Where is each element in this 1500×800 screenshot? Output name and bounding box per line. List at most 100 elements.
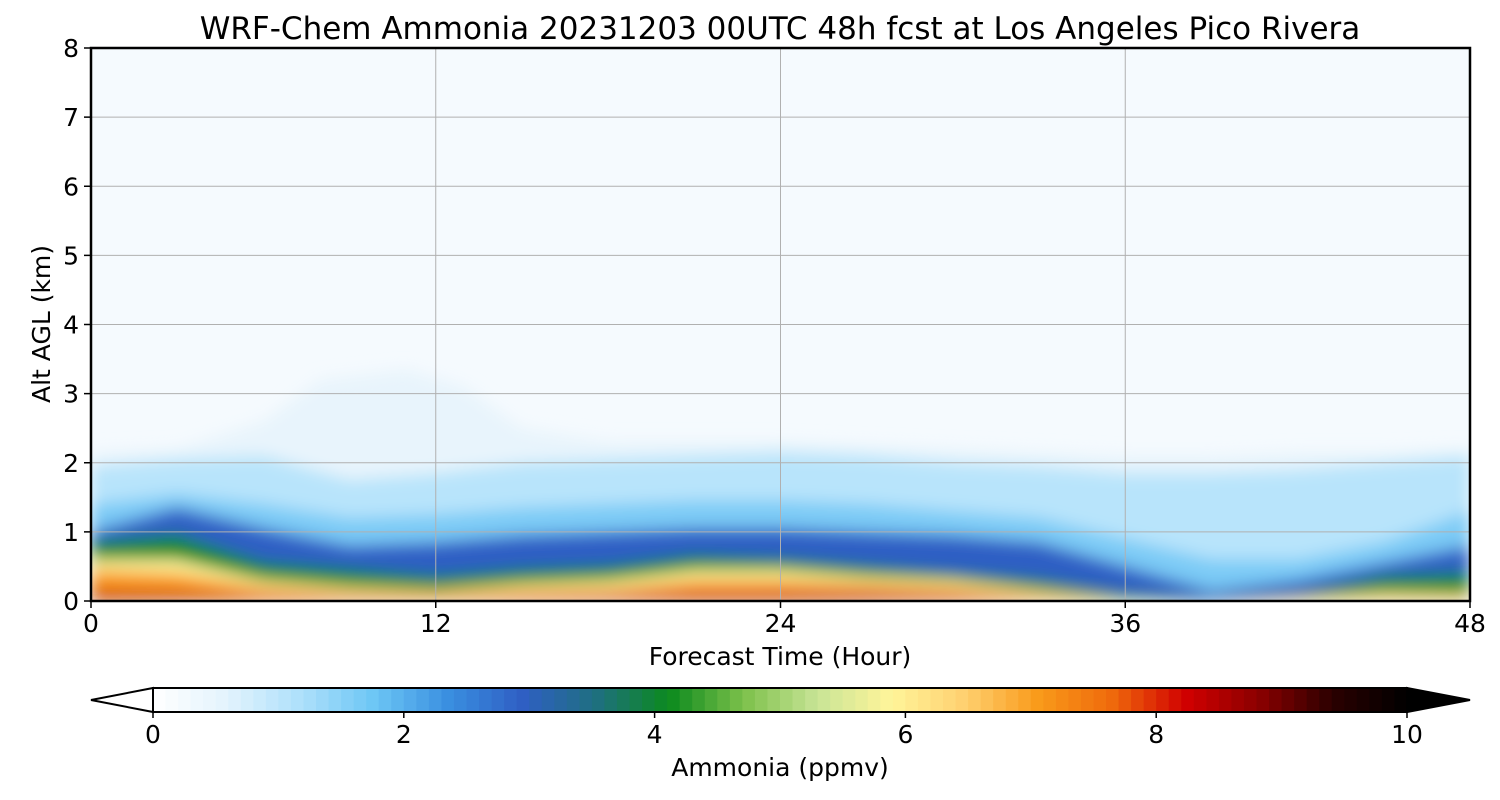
colorbar-swatch xyxy=(792,688,806,712)
colorbar-swatch xyxy=(604,688,618,712)
colorbar-extend-low xyxy=(90,686,154,714)
colorbar-swatch xyxy=(1143,688,1157,712)
colorbar-frame xyxy=(152,687,1408,713)
colorbar-swatch xyxy=(341,688,355,712)
colorbar-swatch xyxy=(1055,688,1070,712)
colorbar-tick-label: 6 xyxy=(897,720,913,749)
colorbar-swatch xyxy=(466,688,480,712)
colorbar-swatch xyxy=(667,688,681,712)
colorbar-swatch xyxy=(403,688,417,712)
colorbar-swatch xyxy=(780,688,794,712)
x-tick-label: 12 xyxy=(420,609,452,638)
colorbar-swatch xyxy=(642,688,656,712)
colorbar-label: Ammonia (ppmv) xyxy=(671,753,889,782)
colorbar-swatch xyxy=(654,688,668,712)
x-tick-label: 48 xyxy=(1454,609,1486,638)
colorbar-swatch xyxy=(1193,688,1207,712)
colorbar-swatch xyxy=(290,688,305,712)
colorbar-swatch xyxy=(1080,688,1095,712)
x-axis: 0 12 24 36 48 xyxy=(83,601,1486,638)
colorbar-swatch xyxy=(1156,688,1170,712)
x-tick-label: 0 xyxy=(83,609,99,638)
colorbar-swatch xyxy=(1269,688,1283,712)
colorbar-swatch xyxy=(917,688,932,712)
colorbar-swatch xyxy=(554,688,568,712)
colorbar-swatch xyxy=(190,688,204,712)
colorbar-swatch xyxy=(980,688,994,712)
colorbar-swatch xyxy=(692,688,706,712)
y-tick-label: 1 xyxy=(63,518,79,547)
colorbar-swatch xyxy=(1206,688,1220,712)
colorbar-swatch xyxy=(830,688,844,712)
colorbar-swatch xyxy=(591,688,606,712)
colorbar-swatch xyxy=(817,688,831,712)
colorbar-swatch xyxy=(1005,688,1019,712)
colorbar-swatch xyxy=(767,688,781,712)
colorbar-tick-label: 8 xyxy=(1148,720,1164,749)
y-tick-label: 7 xyxy=(63,103,79,132)
x-tick-label: 24 xyxy=(765,609,797,638)
colorbar-swatch xyxy=(165,688,179,712)
colorbar-swatch xyxy=(278,688,292,712)
colorbar-tick-label: 10 xyxy=(1391,720,1423,749)
x-axis-label: Forecast Time (Hour) xyxy=(649,642,912,671)
colorbar-swatch xyxy=(579,688,593,712)
colorbar-swatch xyxy=(1356,688,1370,712)
colorbar-swatch xyxy=(328,688,342,712)
colorbar-swatch xyxy=(504,688,518,712)
y-tick-label: 5 xyxy=(63,241,79,270)
colorbar-swatch xyxy=(616,688,631,712)
colorbar-swatch xyxy=(228,688,242,712)
colorbar-swatch xyxy=(1181,688,1195,712)
grid-lines xyxy=(91,48,1470,601)
colorbar-ticks: 0 2 4 6 8 10 xyxy=(145,712,1423,749)
colorbar-swatch xyxy=(265,688,279,712)
colorbar-swatch xyxy=(1106,688,1120,712)
colorbar-extend-high xyxy=(1406,686,1471,714)
colorbar-swatch xyxy=(316,688,330,712)
colorbar-swatch xyxy=(729,688,743,712)
colorbar-swatch xyxy=(1394,688,1408,712)
colorbar-swatch xyxy=(1131,688,1145,712)
y-tick-label: 8 xyxy=(63,34,79,63)
colorbar-swatch xyxy=(1344,688,1358,712)
colorbar-swatch xyxy=(842,688,856,712)
colorbar-swatch xyxy=(240,688,254,712)
colorbar-swatch xyxy=(1093,688,1107,712)
colorbar-swatch xyxy=(153,688,167,712)
colorbar-swatch xyxy=(943,688,957,712)
colorbar-swatch xyxy=(968,688,982,712)
colorbar-swatch xyxy=(178,688,192,712)
colorbar-swatches xyxy=(153,688,1408,712)
colorbar-tick-label: 0 xyxy=(145,720,161,749)
colorbar-swatch xyxy=(717,688,731,712)
colorbar-swatch xyxy=(416,688,430,712)
chart-title: WRF-Chem Ammonia 20231203 00UTC 48h fcst… xyxy=(200,11,1361,47)
colorbar-swatch xyxy=(1118,688,1132,712)
colorbar-swatch xyxy=(679,688,693,712)
colorbar-swatch xyxy=(541,688,555,712)
colorbar-swatch xyxy=(930,688,944,712)
colorbar-swatch xyxy=(1294,688,1308,712)
colorbar-swatch xyxy=(1256,688,1270,712)
colorbar-swatch xyxy=(303,688,317,712)
colorbar-swatch xyxy=(353,688,367,712)
colorbar-swatch xyxy=(1018,688,1032,712)
colorbar-swatch xyxy=(516,688,530,712)
colorbar-swatch xyxy=(491,688,505,712)
colorbar-swatch xyxy=(378,688,392,712)
y-tick-label: 3 xyxy=(63,380,79,409)
colorbar-swatch xyxy=(955,688,969,712)
y-axis-label: Alt AGL (km) xyxy=(27,245,56,403)
colorbar-swatch xyxy=(1218,688,1233,712)
y-tick-label: 2 xyxy=(63,449,79,478)
colorbar-swatch xyxy=(453,688,468,712)
colorbar-swatch xyxy=(1331,688,1345,712)
colorbar-swatch xyxy=(1369,688,1383,712)
colorbar-swatch xyxy=(441,688,455,712)
colorbar-swatch xyxy=(366,688,380,712)
colorbar-swatch xyxy=(704,688,718,712)
colorbar-swatch xyxy=(805,688,819,712)
colorbar-swatch xyxy=(1243,688,1258,712)
